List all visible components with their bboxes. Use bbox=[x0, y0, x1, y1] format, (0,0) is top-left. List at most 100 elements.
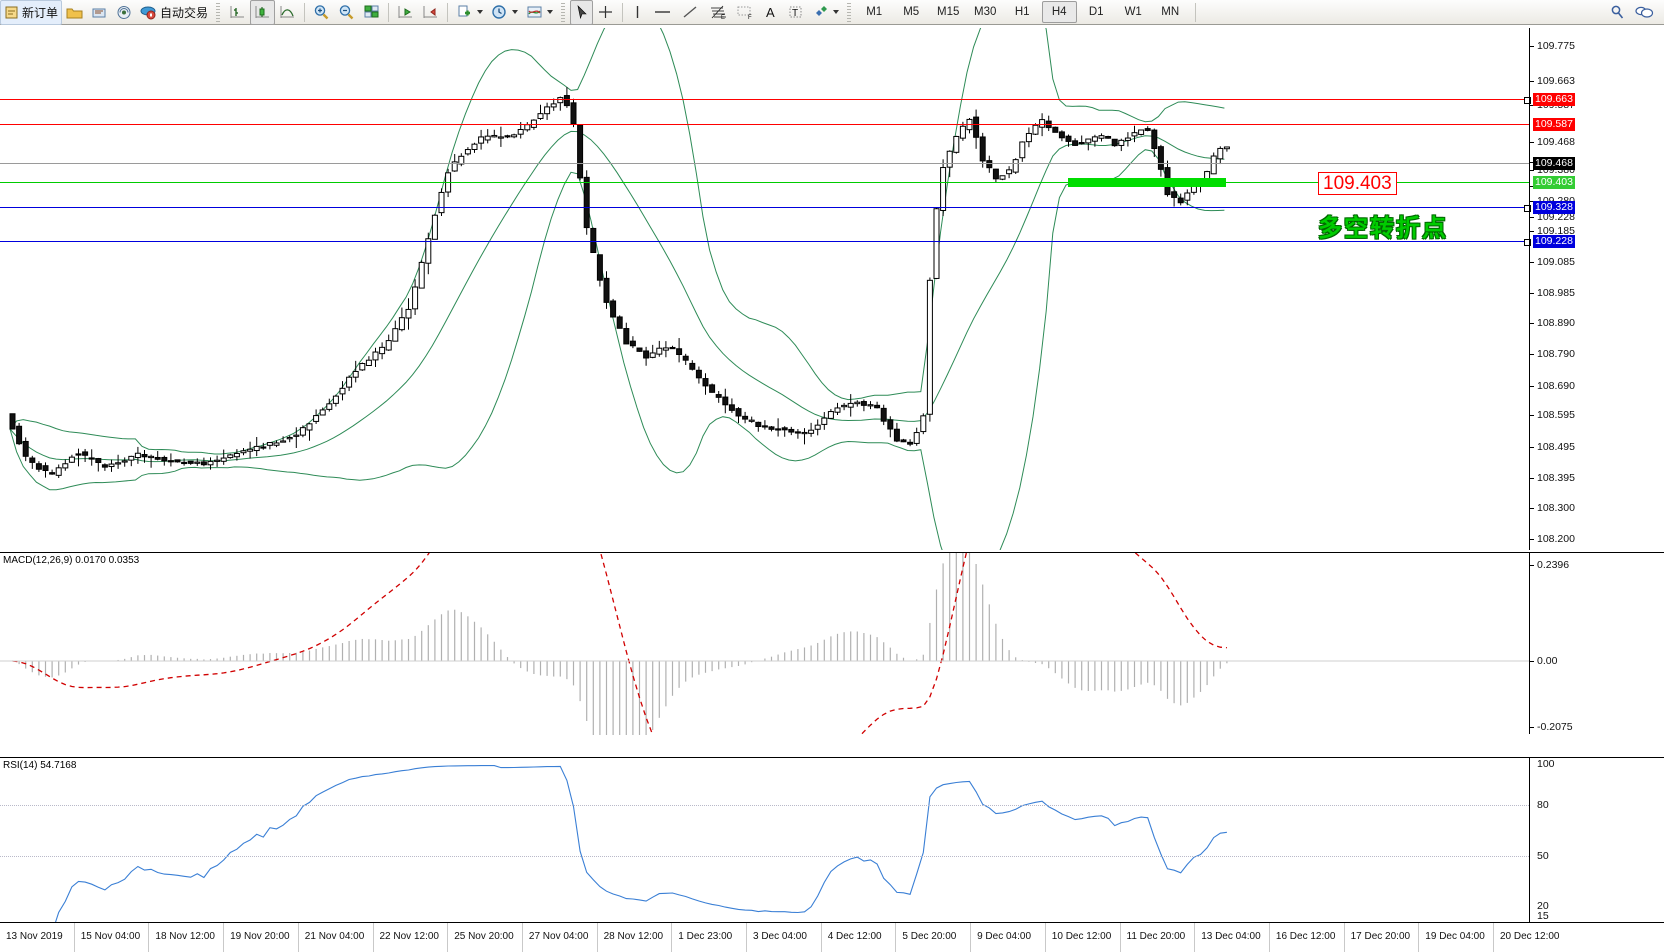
equidistant-button[interactable]: F bbox=[731, 0, 758, 25]
level-line-109403[interactable] bbox=[0, 182, 1529, 183]
chat-button[interactable] bbox=[1630, 0, 1658, 25]
text-label-button[interactable]: T bbox=[783, 0, 808, 25]
network-button[interactable] bbox=[112, 0, 136, 25]
toolbar-grip-1[interactable] bbox=[215, 2, 223, 22]
chat-icon bbox=[1634, 4, 1654, 20]
chinese-annotation[interactable]: 多空转折点 bbox=[1318, 214, 1448, 242]
search-button[interactable] bbox=[1605, 0, 1630, 25]
price-tick bbox=[1530, 354, 1534, 356]
timeframe-mn[interactable]: MN bbox=[1161, 6, 1180, 18]
autotrade-icon bbox=[140, 5, 157, 20]
chevron-down-icon[interactable] bbox=[512, 10, 519, 14]
cursor-button[interactable] bbox=[570, 0, 594, 25]
hline-button[interactable] bbox=[648, 0, 677, 25]
price-tag-109403[interactable]: 109.403 bbox=[1533, 176, 1575, 189]
chevron-down-icon[interactable] bbox=[832, 10, 839, 14]
chevron-down-icon[interactable] bbox=[477, 10, 484, 14]
bar-chart-button[interactable] bbox=[225, 0, 250, 25]
toolbar-grip-3[interactable] bbox=[845, 2, 853, 22]
chevron-down-icon[interactable] bbox=[547, 10, 554, 14]
timeframe-w1[interactable]: W1 bbox=[1124, 6, 1142, 18]
indicators-button[interactable] bbox=[522, 0, 557, 25]
trendline-button[interactable] bbox=[677, 0, 704, 25]
main-toolbar: 新订单 bbox=[0, 0, 1664, 25]
line-chart-button[interactable] bbox=[275, 0, 300, 25]
new-order-button[interactable]: 新订单 bbox=[0, 0, 63, 25]
zoom-in-button[interactable] bbox=[309, 0, 334, 25]
auto-scroll-button[interactable] bbox=[418, 0, 443, 25]
text-button[interactable]: A bbox=[758, 0, 783, 25]
price-tag-109587[interactable]: 109.587 bbox=[1533, 118, 1575, 131]
level-line-109328[interactable] bbox=[0, 207, 1529, 208]
new-chart-icon bbox=[456, 4, 473, 20]
toolbar-separator-3 bbox=[447, 2, 449, 22]
timeframe-m15[interactable]: M15 bbox=[937, 6, 960, 18]
vline-button[interactable] bbox=[627, 0, 648, 25]
rsi-pane[interactable]: RSI(14) 54.7168 100 80 50 20 15 bbox=[0, 757, 1664, 923]
timeframes-icon bbox=[491, 4, 508, 20]
price-tick bbox=[1530, 185, 1534, 187]
shapes-button[interactable] bbox=[808, 0, 843, 25]
price-tick bbox=[1530, 446, 1534, 448]
folder-button[interactable] bbox=[62, 0, 87, 25]
time-axis-label: 19 Nov 20:00 bbox=[230, 931, 290, 942]
rsi-tick-label: 15 bbox=[1537, 910, 1549, 922]
price-tick bbox=[1530, 507, 1534, 509]
svg-text:E: E bbox=[721, 15, 725, 20]
fibo-button[interactable]: E bbox=[704, 0, 731, 25]
timeframe-m1[interactable]: M1 bbox=[866, 6, 883, 18]
level-line-109663[interactable] bbox=[0, 99, 1529, 100]
tile-windows-icon bbox=[363, 4, 380, 20]
svg-text:T: T bbox=[792, 8, 798, 19]
autotrade-button[interactable]: 自动交易 bbox=[136, 0, 212, 25]
price-tick-label: 108.890 bbox=[1537, 317, 1575, 330]
support-zone-highlight[interactable] bbox=[1068, 178, 1226, 187]
time-axis-label: 25 Nov 20:00 bbox=[454, 931, 514, 942]
timeframe-m5[interactable]: M5 bbox=[903, 6, 920, 18]
price-annotation-box[interactable]: 109.403 bbox=[1318, 172, 1397, 195]
new-chart-button[interactable] bbox=[452, 0, 487, 25]
price-tick bbox=[1530, 200, 1534, 202]
rsi-tick-label: 100 bbox=[1537, 758, 1555, 770]
level-handle-109663[interactable] bbox=[1524, 97, 1531, 104]
toolbar-grip-2[interactable] bbox=[560, 2, 568, 22]
timeframes-button[interactable] bbox=[487, 0, 522, 25]
chart-shift-button[interactable] bbox=[393, 0, 418, 25]
crosshair-button[interactable] bbox=[593, 0, 618, 25]
timeframe-d1[interactable]: D1 bbox=[1088, 6, 1104, 18]
macd-pane[interactable]: MACD(12,26,9) 0.0170 0.0353 0.2396 0.00 -0… bbox=[0, 552, 1664, 735]
price-tag-109228[interactable]: 109.228 bbox=[1533, 235, 1575, 248]
candle-chart-button[interactable] bbox=[250, 0, 276, 25]
vline-icon bbox=[631, 4, 644, 20]
zoom-out-button[interactable] bbox=[334, 0, 359, 25]
level-handle-109228[interactable] bbox=[1524, 239, 1531, 246]
price-tick bbox=[1530, 46, 1534, 47]
toolbar-separator-2 bbox=[388, 2, 390, 22]
price-tick-label: 108.690 bbox=[1537, 379, 1575, 392]
time-axis[interactable]: 13 Nov 2019 15 Nov 04:00 18 Nov 12:00 19 No… bbox=[0, 922, 1664, 952]
price-tag-109468[interactable]: 109.468 bbox=[1533, 157, 1575, 170]
level-line-109587[interactable] bbox=[0, 124, 1529, 125]
price-tick-label: 108.395 bbox=[1537, 472, 1575, 484]
price-chart-pane[interactable]: 109.403 多空转折点 109.775 109.663 109.587 109.4… bbox=[0, 28, 1664, 550]
new-order-label: 新订单 bbox=[22, 5, 59, 20]
price-tick bbox=[1530, 478, 1534, 479]
time-axis-label: 19 Dec 04:00 bbox=[1425, 931, 1485, 942]
price-tag-109663[interactable]: 109.663 bbox=[1533, 93, 1575, 106]
price-tick bbox=[1530, 323, 1534, 325]
time-axis-separator bbox=[1194, 923, 1196, 952]
time-axis-label: 15 Nov 04:00 bbox=[80, 931, 141, 942]
timeframe-m30[interactable]: M30 bbox=[974, 6, 997, 18]
macd-label: MACD(12,26,9) 0.0170 0.0353 bbox=[3, 555, 140, 566]
timeframe-h4[interactable]: H4 bbox=[1041, 1, 1077, 23]
price-tag-109328[interactable]: 109.328 bbox=[1533, 201, 1575, 214]
tile-windows-button[interactable] bbox=[359, 0, 384, 25]
print-preview-button[interactable] bbox=[87, 0, 112, 25]
price-tick bbox=[1530, 162, 1534, 164]
time-axis-label: 13 Dec 04:00 bbox=[1201, 931, 1261, 942]
level-line-109228[interactable] bbox=[0, 241, 1529, 242]
level-handle-109328[interactable] bbox=[1524, 205, 1531, 212]
time-axis-label: 20 Dec 12:00 bbox=[1500, 931, 1560, 942]
time-axis-label: 11 Dec 20:00 bbox=[1126, 931, 1186, 942]
timeframe-h1[interactable]: H1 bbox=[1014, 6, 1030, 18]
